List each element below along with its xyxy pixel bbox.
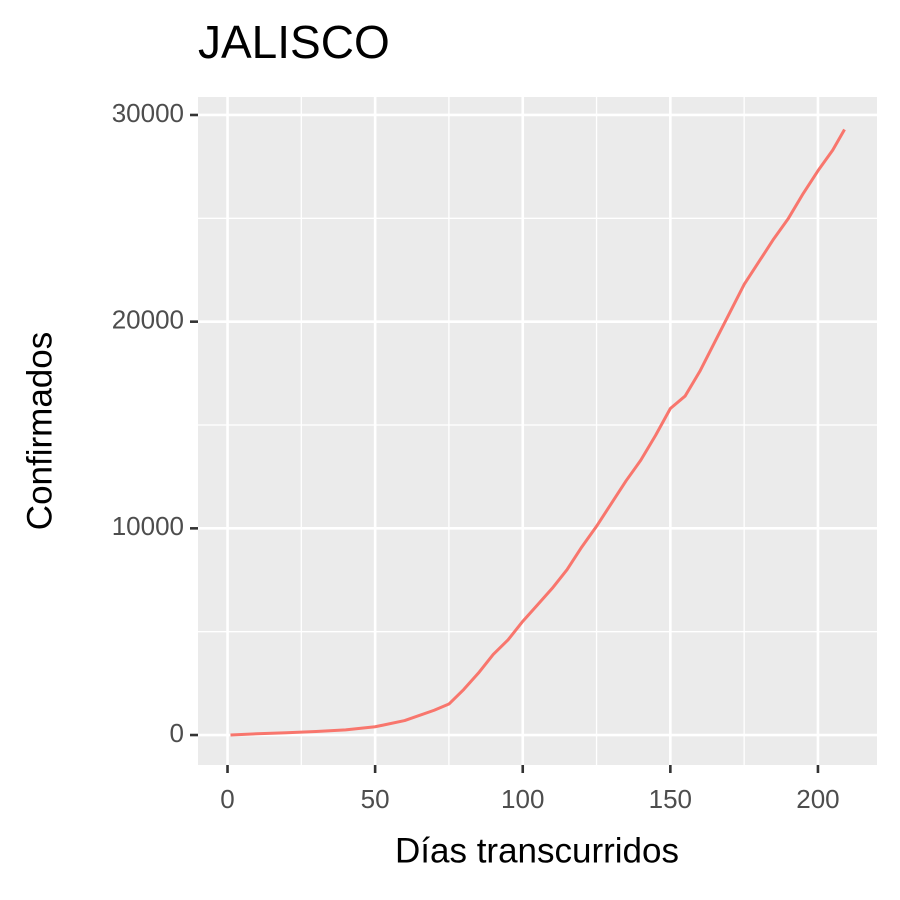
panel [198, 97, 877, 765]
y-tick-label: 10000 [112, 511, 184, 541]
y-tick-label: 0 [170, 718, 184, 748]
x-tick-label: 0 [220, 784, 234, 814]
x-tick-label: 150 [649, 784, 692, 814]
y-tick-label: 30000 [112, 98, 184, 128]
line [230, 128, 846, 737]
x-axis-title: Días transcurridos [395, 831, 679, 870]
y-axis-title: Confirmados [20, 332, 59, 530]
y-tick-label: 20000 [112, 305, 184, 335]
x-tick-label: 50 [361, 784, 390, 814]
chart-title: JALISCO [198, 16, 390, 68]
x-tick-label: 100 [501, 784, 544, 814]
x-tick-label: 200 [796, 784, 839, 814]
